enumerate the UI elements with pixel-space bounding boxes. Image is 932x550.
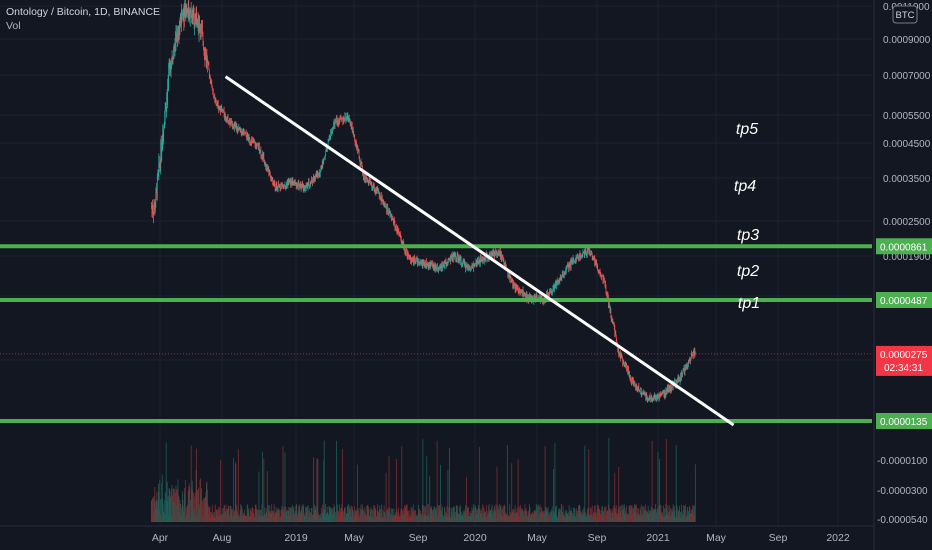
price-scale[interactable]: 0.00110000.00090000.00070000.00055000.00…	[873, 0, 931, 550]
target-label: tp3	[737, 227, 759, 244]
time-tick-label: May	[344, 532, 365, 544]
level-price-badge: 0.0000135	[876, 413, 932, 429]
time-tick-label: 2020	[463, 532, 487, 544]
volume-tick-label: -0.0000540	[877, 515, 928, 526]
time-tick-label: May	[527, 532, 548, 544]
volume-tick-label: -0.0000100	[877, 456, 928, 467]
volume-label: Vol	[6, 20, 21, 32]
time-tick-label: Aug	[213, 532, 232, 544]
level-price-badge: 0.0000487	[876, 292, 932, 309]
currency-badge[interactable]: BTC	[892, 5, 918, 24]
time-tick-label: Sep	[769, 532, 788, 544]
level-price-text: 0.0000487	[880, 296, 928, 307]
level-price-text: 0.0000135	[880, 417, 928, 428]
last-price-badge: 0.0000275 02:34:31	[876, 345, 932, 376]
target-label: tp4	[734, 178, 756, 195]
price-tick-label: 0.0001900	[883, 252, 931, 263]
target-label: tp1	[738, 295, 760, 312]
time-tick-label: Sep	[409, 532, 428, 544]
time-tick-label: May	[706, 532, 727, 544]
level-price-badge: 0.0000861	[876, 238, 932, 255]
trendline[interactable]	[224, 75, 735, 427]
volume-tick-label: -0.0000300	[877, 486, 928, 497]
time-tick-label: Apr	[152, 532, 169, 544]
level-price-text: 0.0000861	[880, 242, 928, 253]
target-label: tp5	[736, 121, 758, 138]
price-tick-label: 0.0005500	[883, 111, 931, 122]
chart-legend: Ontology / Bitcoin, 1D, BINANCE Vol	[6, 5, 160, 33]
time-tick-label: 2022	[826, 532, 850, 544]
time-tick-label: 2021	[646, 532, 670, 544]
time-axis[interactable]: Apr Aug 2019 May Sep 2020 May Sep 2021 May Sep 2022	[0, 525, 874, 544]
time-tick-label: Sep	[588, 532, 607, 544]
price-tick-label: 0.0007000	[883, 71, 931, 82]
price-tick-label: 0.0004500	[883, 139, 931, 150]
price-tick-label: 0.0009000	[883, 35, 931, 46]
price-tick-label: 0.0002500	[883, 217, 931, 228]
volume-bars	[151, 437, 696, 522]
price-badges: 0.0000861 0.0000487 0.0000135 0.0000275 02:3…	[876, 238, 932, 429]
time-tick-label: 2019	[284, 532, 308, 544]
bar-countdown-text: 02:34:31	[884, 363, 923, 374]
currency-badge-label: BTC	[896, 10, 915, 21]
target-labels: tp5 tp4 tp3 tp2 tp1	[734, 121, 760, 312]
price-tick-label: 0.0003500	[883, 174, 931, 185]
target-label: tp2	[737, 263, 759, 280]
symbol-title: Ontology / Bitcoin, 1D, BINANCE	[6, 6, 161, 18]
last-price-text: 0.0000275	[880, 350, 928, 361]
